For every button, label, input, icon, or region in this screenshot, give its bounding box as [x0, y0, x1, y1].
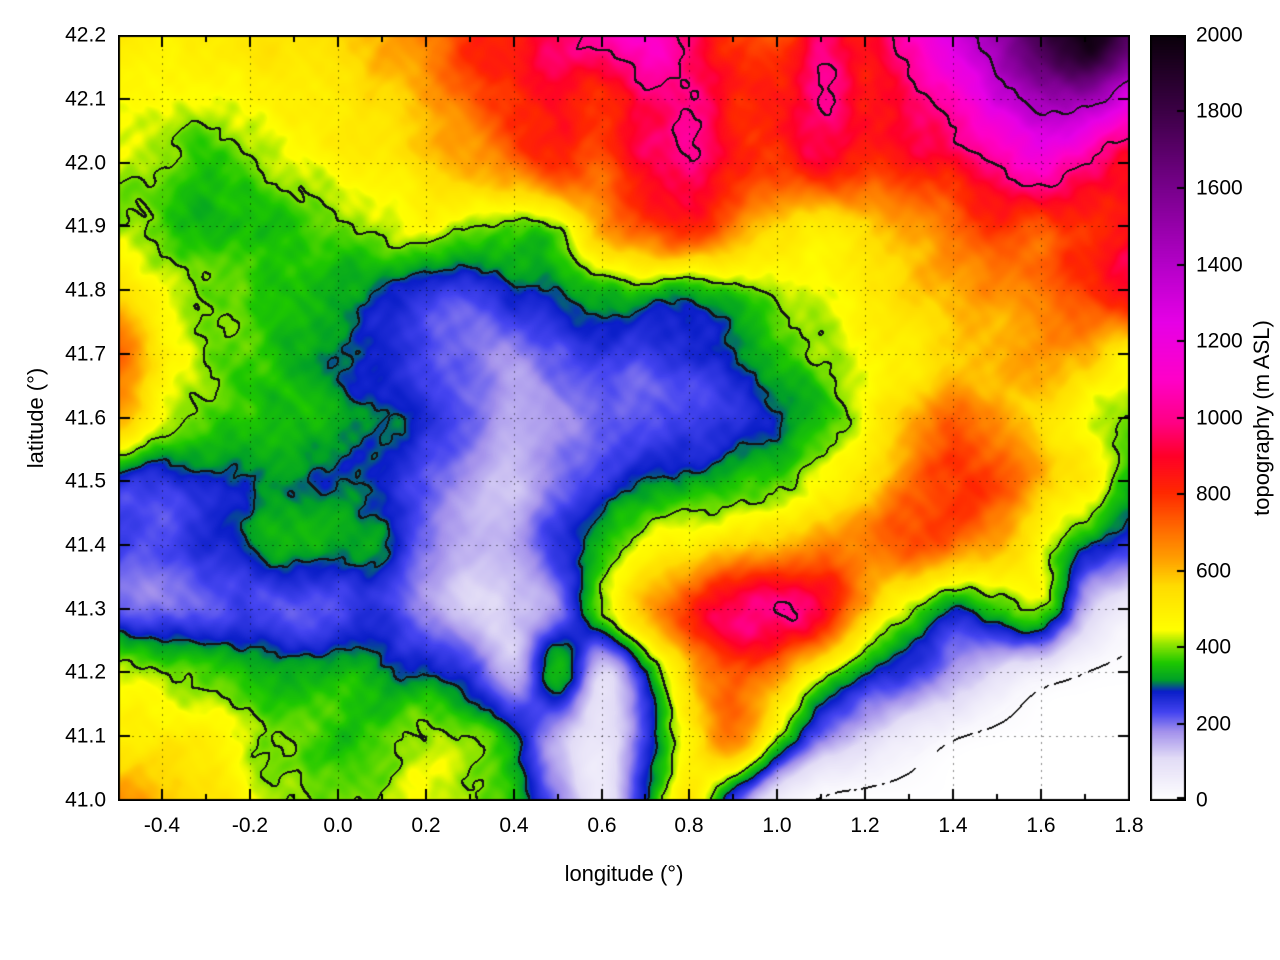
colorbar-tick-label: 1600 [1196, 176, 1243, 200]
x-tick-label: 1.6 [1026, 814, 1056, 837]
x-tick-label: 0.4 [499, 814, 529, 837]
x-tick-label: 0.6 [587, 814, 617, 837]
y-tick-label: 41.9 [65, 214, 106, 238]
x-tick-label: 0.2 [411, 814, 441, 837]
colorbar-tick-label: 1800 [1196, 99, 1243, 123]
x-tick-label: 1.2 [850, 814, 880, 837]
y-tick-label: 41.1 [65, 724, 106, 748]
colorbar-tick-label: 0 [1196, 788, 1208, 812]
colorbar-tick-label: 800 [1196, 482, 1232, 506]
y-tick-label: 41.3 [65, 597, 106, 621]
x-tick-label: 1.0 [762, 814, 792, 837]
colorbar-tick-label: 200 [1196, 712, 1232, 736]
x-tick-label: 0.8 [674, 814, 704, 837]
y-tick-label: 41.0 [65, 788, 106, 812]
topography-heatmap-canvas [118, 35, 1130, 801]
colorbar-tick-label: 1000 [1196, 406, 1243, 430]
y-tick-label: 42.0 [65, 151, 106, 175]
colorbar-gradient [1150, 35, 1186, 801]
x-axis-label: longitude (°) [564, 861, 684, 886]
x-tick-label: -0.2 [231, 814, 269, 837]
y-tick-label: 41.8 [65, 278, 106, 302]
colorbar-tick-label: 2000 [1196, 23, 1243, 47]
y-tick-label: 41.4 [65, 533, 106, 557]
colorbar-tick-label: 600 [1196, 559, 1232, 583]
x-tick-label: 0.0 [323, 814, 353, 837]
colorbar-tick-label: 1400 [1196, 253, 1243, 277]
y-tick-label: 41.2 [65, 660, 106, 684]
y-tick-label: 41.5 [65, 469, 106, 493]
x-tick-label: 1.4 [938, 814, 968, 837]
y-tick-label: 41.6 [65, 406, 106, 430]
y-tick-label: 42.2 [65, 23, 106, 47]
colorbar-tick-label: 1200 [1196, 329, 1243, 353]
y-tick-label: 42.1 [65, 87, 106, 111]
y-tick-label: 41.7 [65, 342, 106, 366]
x-tick-label: 1.8 [1114, 814, 1144, 837]
colorbar-tick-label: 400 [1196, 635, 1232, 659]
colorbar-label: topography (m ASL) [1249, 320, 1274, 516]
x-tick-label: -0.4 [143, 814, 181, 837]
y-axis-label: latitude (°) [23, 367, 48, 469]
